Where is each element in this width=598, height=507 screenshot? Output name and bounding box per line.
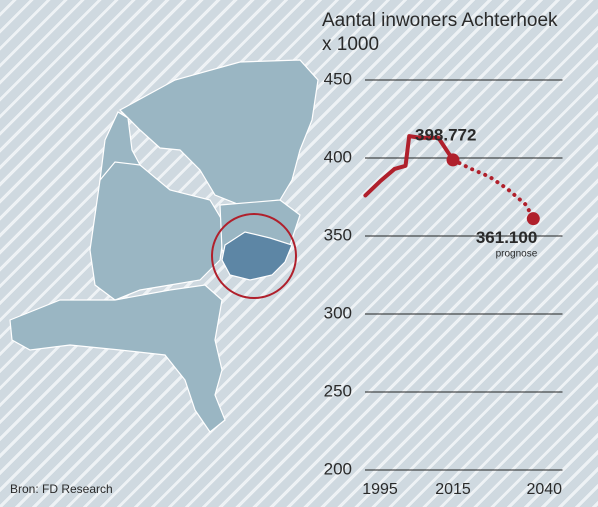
y-tick-label: 200 xyxy=(324,459,352,478)
line-series xyxy=(451,157,536,221)
y-tick-label: 250 xyxy=(324,381,352,400)
map-north xyxy=(119,59,319,206)
highlight-circle xyxy=(211,213,297,299)
x-tick-label: 2015 xyxy=(435,481,471,498)
map-west xyxy=(89,159,226,301)
annotation: prognose xyxy=(496,248,538,259)
map xyxy=(9,59,319,433)
point-marker xyxy=(526,212,540,226)
line-series xyxy=(363,134,455,198)
map-noordholland xyxy=(99,111,142,182)
map-achterhoek xyxy=(221,231,293,281)
data-label: 398.772 xyxy=(415,125,476,144)
y-tick-label: 400 xyxy=(324,147,352,166)
y-tick-label: 450 xyxy=(324,69,352,88)
chart-title: Aantal inwoners Achterhoek xyxy=(322,10,558,31)
x-tick-label: 1995 xyxy=(362,481,398,498)
source: Bron: FD Research xyxy=(10,482,113,496)
x-tick-label: 2040 xyxy=(526,481,562,498)
y-tick-label: 350 xyxy=(324,225,352,244)
y-tick-label: 300 xyxy=(324,303,352,322)
chart-subtitle: x 1000 xyxy=(322,34,379,55)
data-label: 361.100 xyxy=(476,228,537,247)
map-south xyxy=(9,284,226,433)
